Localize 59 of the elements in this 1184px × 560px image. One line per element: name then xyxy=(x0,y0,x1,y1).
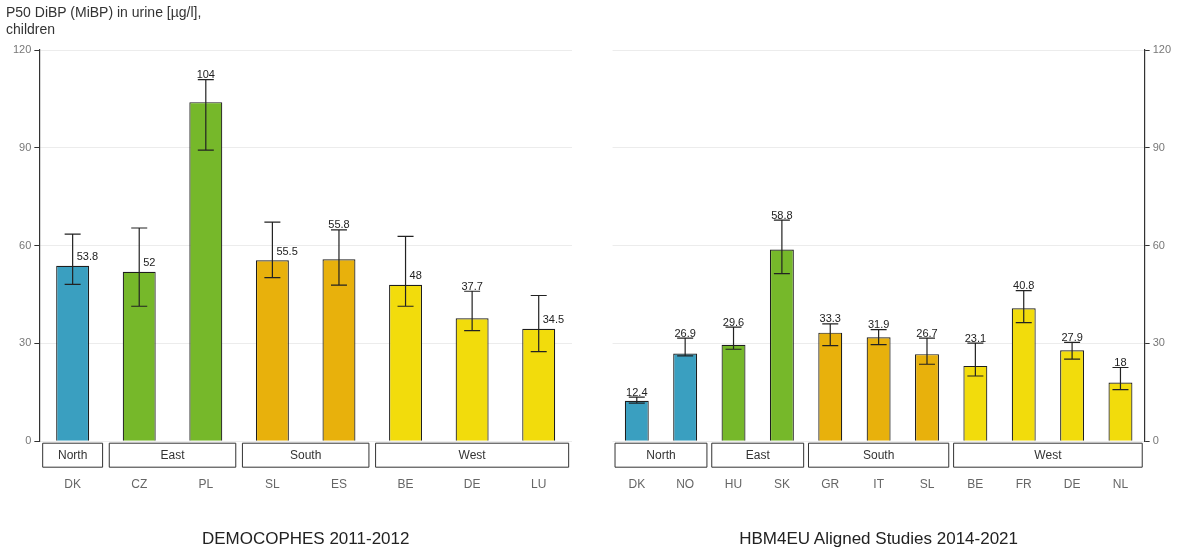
data-label: 55.5 xyxy=(276,244,298,257)
data-label: 58.8 xyxy=(771,208,793,221)
x-tick-label: DK xyxy=(64,476,81,491)
y-tick-label: 90 xyxy=(19,140,32,153)
data-label: 31.9 xyxy=(867,318,890,331)
y-tick-label: 0 xyxy=(1152,434,1159,447)
x-axis-title: HBM4EU Aligned Studies 2014-2021 xyxy=(739,529,1019,549)
data-label: 48 xyxy=(409,269,422,282)
text: East xyxy=(745,447,771,462)
x-tick-label: PL xyxy=(198,476,214,491)
data-label: 18 xyxy=(1114,356,1127,369)
x-tick-label: LU xyxy=(531,476,547,491)
x-tick-label: NO xyxy=(676,476,695,491)
text: North xyxy=(57,447,88,462)
x-tick-label: IT xyxy=(873,476,885,491)
text: South xyxy=(862,447,895,462)
data-label: 40.8 xyxy=(1013,279,1035,292)
y-tick-label: 60 xyxy=(1152,238,1165,251)
x-tick-label: BE xyxy=(967,476,984,491)
x-tick-label: NL xyxy=(1112,476,1129,491)
x-tick-label: CZ xyxy=(131,476,148,491)
x-tick-label: SK xyxy=(773,476,790,491)
x-tick-label: SL xyxy=(265,476,281,491)
data-label: 33.3 xyxy=(819,312,841,325)
text: North xyxy=(646,447,676,462)
text: South xyxy=(290,447,322,462)
x-tick-label: DE xyxy=(463,476,481,491)
y-tick-label: 90 xyxy=(1152,140,1165,153)
chart-title: P50 DiBP (MiBP) in urine [µg/l], children xyxy=(6,4,202,38)
y-tick-label: 30 xyxy=(19,336,32,349)
data-label: 26.9 xyxy=(674,326,696,339)
x-tick-label: DK xyxy=(628,476,646,491)
y-tick-label: 0 xyxy=(25,434,32,447)
data-label: 53.8 xyxy=(76,250,99,263)
data-label: 37.7 xyxy=(461,279,483,292)
data-label: 34.5 xyxy=(542,313,565,326)
data-label: 26.7 xyxy=(916,326,938,339)
data-label: 12.4 xyxy=(626,385,648,398)
data-label: 52 xyxy=(143,256,156,269)
x-tick-label: GR xyxy=(821,476,840,491)
x-tick-label: ES xyxy=(330,476,347,491)
data-label: 23.1 xyxy=(964,331,987,344)
x-tick-label: DE xyxy=(1063,476,1081,491)
y-tick-label: 120 xyxy=(12,43,32,56)
y-tick-label: 120 xyxy=(1152,43,1172,56)
x-tick-label: SL xyxy=(919,476,935,491)
y-tick-label: 60 xyxy=(19,238,32,251)
x-tick-label: BE xyxy=(397,476,414,491)
data-label: 27.9 xyxy=(1061,330,1083,343)
x-tick-label: HU xyxy=(724,476,743,491)
text: West xyxy=(1034,447,1063,462)
data-label: 29.6 xyxy=(722,315,745,328)
y-tick-label: 30 xyxy=(1152,336,1165,349)
text: West xyxy=(458,447,487,462)
data-label: 55.8 xyxy=(328,218,350,231)
x-tick-label: FR xyxy=(1015,476,1033,491)
x-axis-title: DEMOCOPHES 2011-2012 xyxy=(201,529,410,549)
data-label: 104 xyxy=(196,68,215,81)
text: East xyxy=(160,447,186,462)
